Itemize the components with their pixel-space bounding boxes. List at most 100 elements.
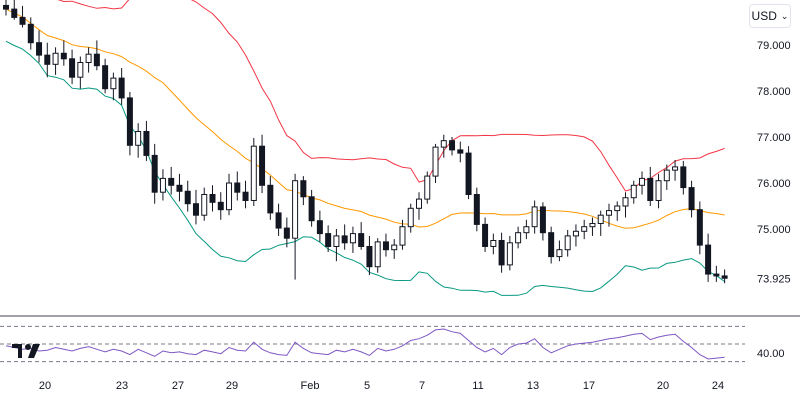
time-tick-label: 24 bbox=[712, 380, 724, 392]
candle bbox=[308, 189, 315, 227]
currency-selector[interactable]: USD ⌄ bbox=[749, 4, 791, 28]
candle bbox=[201, 187, 208, 221]
candle bbox=[333, 229, 340, 262]
time-tick-label: 11 bbox=[472, 380, 483, 392]
candle bbox=[176, 173, 183, 202]
candle bbox=[432, 143, 439, 183]
candle bbox=[143, 120, 150, 161]
candle bbox=[234, 171, 241, 201]
candle bbox=[721, 269, 728, 284]
candle bbox=[349, 226, 356, 253]
candle bbox=[473, 187, 480, 232]
candle bbox=[680, 160, 687, 195]
candle bbox=[358, 222, 365, 250]
candle bbox=[605, 203, 612, 227]
candle bbox=[498, 232, 505, 273]
candle bbox=[374, 238, 381, 273]
candle bbox=[490, 233, 497, 255]
candle bbox=[457, 141, 464, 163]
candle bbox=[275, 203, 282, 236]
candle bbox=[11, 0, 18, 20]
candle bbox=[316, 210, 323, 242]
time-tick-label: 29 bbox=[226, 380, 238, 392]
candle bbox=[572, 224, 579, 247]
candle bbox=[655, 173, 662, 209]
price-tick-label: 79.000 bbox=[757, 40, 791, 52]
candle bbox=[36, 30, 43, 63]
candle bbox=[126, 91, 133, 156]
candle bbox=[449, 137, 456, 156]
time-tick-label: 20 bbox=[657, 380, 669, 392]
candle bbox=[416, 192, 422, 220]
candle bbox=[531, 200, 538, 234]
candle bbox=[663, 164, 670, 190]
main-price-pane[interactable] bbox=[3, 0, 728, 296]
candle bbox=[539, 202, 546, 241]
candle bbox=[226, 173, 233, 216]
price-axis[interactable]: 79.000 78.000 77.000 76.000 75.000 73.925 bbox=[757, 40, 791, 285]
candle bbox=[440, 134, 447, 158]
candle bbox=[696, 201, 703, 255]
candle bbox=[77, 56, 84, 89]
candle bbox=[639, 171, 646, 195]
candle bbox=[325, 225, 332, 252]
currency-label: USD bbox=[751, 9, 777, 23]
candle bbox=[19, 5, 26, 28]
rsi-line bbox=[5, 328, 725, 360]
candle bbox=[506, 235, 513, 271]
candle bbox=[217, 192, 224, 220]
tradingview-logo-icon bbox=[12, 344, 40, 358]
candle bbox=[118, 68, 125, 105]
candle bbox=[242, 180, 249, 209]
bollinger-lower-band bbox=[5, 40, 725, 296]
candle bbox=[647, 166, 654, 206]
time-tick-label: 23 bbox=[116, 380, 128, 392]
bollinger-middle-band bbox=[5, 8, 725, 229]
rsi-pane[interactable]: 40.00 bbox=[0, 325, 785, 363]
candle bbox=[267, 176, 274, 220]
time-tick-label: 17 bbox=[583, 380, 595, 392]
rsi-tick-label: 40.00 bbox=[757, 348, 785, 360]
candle bbox=[548, 226, 555, 264]
candle bbox=[465, 146, 472, 200]
candle bbox=[192, 189, 199, 225]
candle bbox=[110, 72, 117, 101]
candle bbox=[581, 219, 588, 240]
candle bbox=[523, 219, 530, 240]
candle bbox=[713, 265, 720, 282]
price-tick-label: 75.000 bbox=[757, 224, 791, 236]
candle bbox=[27, 17, 34, 50]
candle bbox=[159, 169, 166, 201]
candle bbox=[259, 134, 266, 194]
candle bbox=[614, 201, 621, 221]
candle bbox=[515, 226, 522, 249]
chevron-down-icon: ⌄ bbox=[780, 10, 789, 21]
candle bbox=[85, 47, 92, 73]
candle bbox=[391, 239, 398, 259]
time-tick-label: 20 bbox=[39, 380, 51, 392]
time-tick-label: 27 bbox=[172, 380, 184, 392]
candle bbox=[688, 180, 695, 218]
candle bbox=[102, 58, 109, 94]
candle bbox=[168, 166, 175, 195]
candle bbox=[382, 233, 389, 257]
time-tick-label: Feb bbox=[301, 380, 320, 392]
last-price-label: 73.925 bbox=[757, 273, 791, 285]
time-tick-label: 7 bbox=[419, 380, 425, 392]
candle bbox=[630, 180, 637, 204]
time-axis[interactable]: 20 23 27 29 Feb 5 7 11 13 17 20 24 bbox=[39, 380, 724, 392]
candle bbox=[44, 42, 51, 78]
bollinger-upper-band bbox=[57, 0, 725, 192]
candle bbox=[60, 40, 67, 66]
candle bbox=[424, 171, 431, 204]
candle bbox=[407, 203, 414, 233]
candle bbox=[556, 240, 563, 262]
candle bbox=[135, 123, 142, 158]
candle bbox=[250, 137, 257, 206]
candle bbox=[3, 0, 9, 16]
candle bbox=[705, 233, 712, 282]
candle bbox=[597, 210, 604, 236]
candle bbox=[209, 185, 216, 212]
